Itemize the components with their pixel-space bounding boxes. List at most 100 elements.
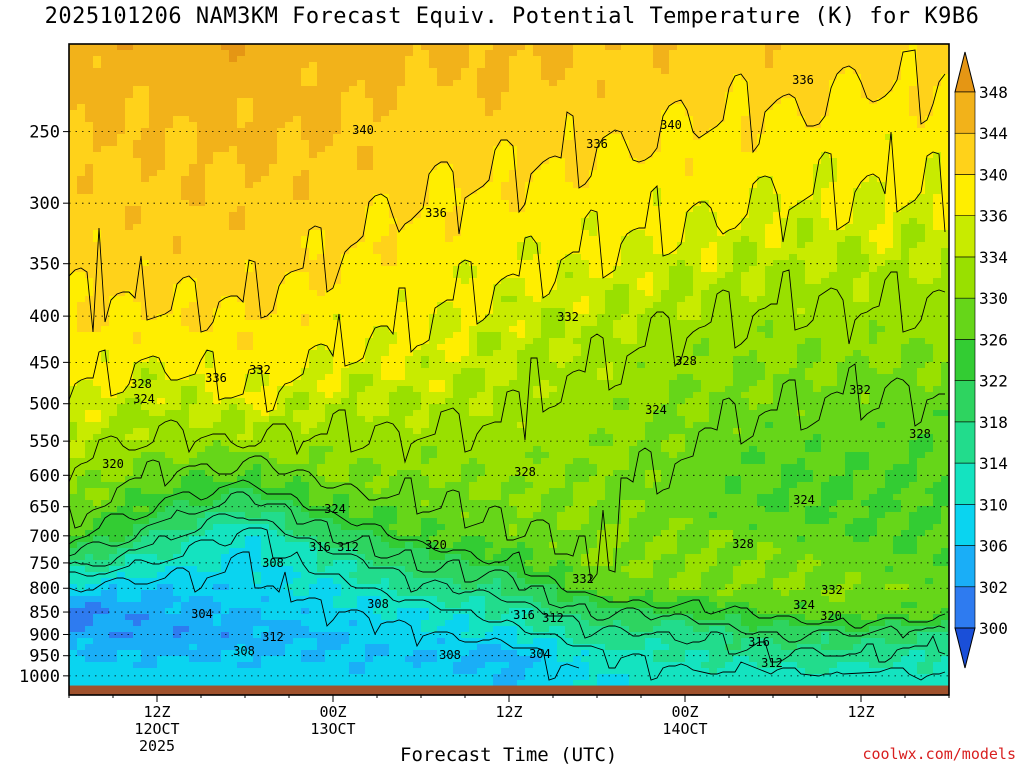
heatmap-cell xyxy=(213,140,222,147)
heatmap-cell xyxy=(357,440,366,447)
heatmap-cell xyxy=(301,578,310,585)
heatmap-cell xyxy=(245,542,254,549)
heatmap-cell xyxy=(205,608,214,615)
heatmap-cell xyxy=(389,254,398,261)
heatmap-cell xyxy=(421,188,430,195)
heatmap-cell xyxy=(285,212,294,219)
heatmap-cell xyxy=(373,302,382,309)
heatmap-cell xyxy=(221,308,230,315)
heatmap-cell xyxy=(117,356,126,363)
heatmap-cell xyxy=(421,674,430,681)
heatmap-cell xyxy=(365,170,374,177)
heatmap-cell xyxy=(157,146,166,153)
heatmap-cell xyxy=(365,62,374,69)
heatmap-cell xyxy=(221,434,230,441)
heatmap-cell xyxy=(341,392,350,399)
heatmap-cell xyxy=(117,224,126,231)
heatmap-cell xyxy=(141,488,150,495)
heatmap-cell xyxy=(109,122,118,129)
heatmap-cell xyxy=(285,242,294,249)
heatmap-cell xyxy=(381,572,390,579)
heatmap-cell xyxy=(245,476,254,483)
heatmap-cell xyxy=(149,350,158,357)
heatmap-cell xyxy=(325,350,334,357)
heatmap-cell xyxy=(373,176,382,183)
heatmap-cell xyxy=(93,158,102,165)
heatmap-cell xyxy=(301,212,310,219)
heatmap-cell xyxy=(373,464,382,471)
heatmap-cell xyxy=(357,410,366,417)
heatmap-cell xyxy=(109,44,118,51)
heatmap-cell xyxy=(85,596,94,603)
heatmap-cell xyxy=(221,404,230,411)
heatmap-cell xyxy=(181,638,190,645)
heatmap-cell xyxy=(397,674,406,681)
heatmap-cell xyxy=(309,656,318,663)
heatmap-cell xyxy=(397,314,406,321)
heatmap-cell xyxy=(181,338,190,345)
heatmap-cell xyxy=(125,242,134,249)
heatmap-cell xyxy=(77,578,86,585)
heatmap-cell xyxy=(213,680,222,687)
heatmap-cell xyxy=(261,290,270,297)
heatmap-cell xyxy=(141,74,150,81)
heatmap-cell xyxy=(149,92,158,99)
heatmap-cell xyxy=(125,638,134,645)
heatmap-cell xyxy=(229,128,238,135)
heatmap-cell xyxy=(189,308,198,315)
heatmap-cell xyxy=(357,404,366,411)
heatmap-cell xyxy=(165,344,174,351)
heatmap-cell xyxy=(125,62,134,69)
heatmap-cell xyxy=(341,200,350,207)
heatmap-cell xyxy=(109,638,118,645)
heatmap-cell xyxy=(77,344,86,351)
heatmap-cell xyxy=(413,218,422,225)
heatmap-cell xyxy=(285,206,294,213)
heatmap-cell xyxy=(269,86,278,93)
heatmap-cell xyxy=(149,104,158,111)
heatmap-cell xyxy=(325,176,334,183)
heatmap-cell xyxy=(133,458,142,465)
heatmap-cell xyxy=(405,314,414,321)
heatmap-cell xyxy=(213,392,222,399)
heatmap-cell xyxy=(125,248,134,255)
heatmap-cell xyxy=(341,614,350,621)
heatmap-cell xyxy=(253,428,262,435)
heatmap-cell xyxy=(221,110,230,117)
heatmap-cell xyxy=(205,260,214,267)
heatmap-cell xyxy=(229,332,238,339)
heatmap-cell xyxy=(133,110,142,117)
heatmap-cell xyxy=(221,248,230,255)
heatmap-cell xyxy=(421,290,430,297)
heatmap-cell xyxy=(381,314,390,321)
heatmap-cell xyxy=(285,350,294,357)
heatmap-cell xyxy=(277,302,286,309)
heatmap-cell xyxy=(429,326,438,333)
heatmap-cell xyxy=(381,578,390,585)
heatmap-cell xyxy=(229,500,238,507)
heatmap-cell xyxy=(237,74,246,81)
heatmap-cell xyxy=(317,620,326,627)
heatmap-cell xyxy=(357,506,366,513)
heatmap-cell xyxy=(109,428,118,435)
heatmap-cell xyxy=(173,284,182,291)
heatmap-cell xyxy=(77,122,86,129)
heatmap-cell xyxy=(301,656,310,663)
heatmap-cell xyxy=(293,674,302,681)
heatmap-cell xyxy=(325,230,334,237)
heatmap-cell xyxy=(157,656,166,663)
heatmap-cell xyxy=(373,632,382,639)
heatmap-cell xyxy=(277,134,286,141)
heatmap-cell xyxy=(253,356,262,363)
heatmap-cell xyxy=(173,488,182,495)
heatmap-cell xyxy=(421,380,430,387)
heatmap-cell xyxy=(333,482,342,489)
heatmap-cell xyxy=(405,578,414,585)
heatmap-cell xyxy=(237,458,246,465)
heatmap-cell xyxy=(213,524,222,531)
heatmap-cell xyxy=(189,194,198,201)
heatmap-cell xyxy=(141,422,150,429)
heatmap-cell xyxy=(77,428,86,435)
heatmap-cell xyxy=(245,446,254,453)
heatmap-cell xyxy=(189,410,198,417)
